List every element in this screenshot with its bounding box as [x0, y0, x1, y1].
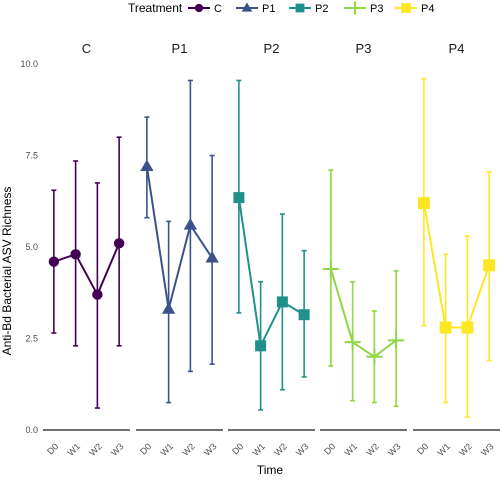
y-tick-label: 5.0: [25, 242, 38, 252]
facet-strip-p1: P1: [172, 41, 188, 56]
data-point-c-d0: [48, 256, 60, 267]
data-point-p1-w3: [205, 250, 219, 263]
y-tick-label: 10.0: [20, 59, 38, 69]
series-line-p3: [329, 268, 397, 358]
legend-marker-p1: [241, 2, 253, 12]
data-point-p2-w3: [298, 309, 310, 321]
legend-item-c: C: [188, 3, 222, 15]
x-tick-label-p3-w2: W2: [364, 441, 381, 458]
data-point-p3-w1: [344, 334, 361, 351]
x-tick-label-p2-w3: W3: [294, 441, 311, 458]
data-point-p2-w2: [276, 296, 288, 308]
legend-marker-p2: [295, 3, 305, 13]
x-tick-label-p4-w3: W3: [479, 441, 496, 458]
facet-panel-p2: P2 D0 W1 W2 W3: [228, 41, 315, 458]
legend: Treatment C P1 P2 P3 P4: [128, 1, 434, 15]
data-point-p2-d0: [233, 192, 245, 204]
series-line-p1: [145, 166, 213, 311]
facet-strip-p3: P3: [356, 41, 372, 56]
x-tick-label-p4-w2: W2: [457, 441, 474, 458]
x-tick-label-p1-w2: W2: [180, 441, 197, 458]
x-tick-label-p4-d0: D0: [415, 441, 430, 456]
data-point-p2-w1: [255, 340, 267, 352]
legend-label-c: C: [214, 3, 222, 15]
x-tick-label-p1-w1: W1: [158, 441, 175, 458]
legend-title: Treatment: [128, 1, 183, 15]
x-tick-label-p1-d0: D0: [138, 441, 153, 456]
series-line-c: [53, 242, 121, 296]
x-tick-label-p2-d0: D0: [230, 441, 245, 456]
facet-panel-p1: P1 D0 W1 W2 W3: [136, 41, 223, 458]
series-line-p4: [422, 202, 491, 329]
facet-strip-p2: P2: [264, 41, 280, 56]
data-point-p4-w3: [483, 259, 496, 272]
legend-item-p3: P3: [344, 1, 383, 15]
x-tick-label-p2-w2: W2: [272, 441, 289, 458]
y-tick-label: 0.0: [25, 425, 38, 435]
data-point-c-w1: [70, 249, 81, 260]
x-tick-label-p3-w3: W3: [386, 441, 403, 458]
facet-strip-c: C: [82, 41, 91, 56]
legend-marker-p4: [401, 3, 411, 13]
x-tick-label-c-w3: W3: [109, 441, 126, 458]
legend-marker-c: [194, 3, 204, 13]
x-tick-label-c-w2: W2: [87, 441, 104, 458]
y-axis-title: Anti-Bd Bacterial ASV Richness: [0, 187, 14, 356]
data-point-p3-w3: [388, 332, 405, 349]
x-tick-label-p3-w1: W1: [342, 441, 359, 458]
data-point-c-w2: [92, 289, 103, 300]
data-point-c-w3: [113, 238, 125, 249]
x-tick-label-p2-w1: W1: [250, 441, 267, 458]
y-tick-label: 7.5: [25, 151, 38, 161]
facet-panel-p4: P4 D0 W1 W2 W3: [413, 41, 500, 458]
data-point-p1-d0: [140, 159, 154, 172]
series-line-p2: [237, 197, 305, 347]
x-tick-label-p3-d0: D0: [322, 441, 337, 456]
data-point-p1-w1: [161, 302, 176, 314]
legend-label-p3: P3: [370, 3, 383, 15]
y-tick-label: 2.5: [25, 334, 38, 344]
x-tick-label-p1-w3: W3: [202, 441, 219, 458]
y-axis: 0.0 2.5 5.0 7.5 10.0: [20, 59, 38, 435]
facet-strip-p4: P4: [449, 41, 465, 56]
data-point-p3-d0: [322, 260, 339, 277]
x-tick-label-c-w1: W1: [65, 441, 82, 458]
data-point-p4-w2: [461, 321, 474, 334]
facet-panel-c: C D0 W1 W2 W3: [43, 41, 130, 458]
data-point-p4-w1: [439, 321, 452, 334]
legend-label-p4: P4: [421, 3, 434, 15]
legend-marker-p3: [348, 1, 362, 15]
data-point-p1-w2: [183, 218, 198, 230]
x-tick-label-c-d0: D0: [45, 441, 60, 456]
data-point-p4-d0: [417, 197, 430, 210]
data-point-p3-w2: [366, 348, 383, 365]
x-tick-label-p4-w1: W1: [435, 441, 452, 458]
legend-item-p4: P4: [395, 3, 434, 15]
facet-panel-p3: P3 D0 W1 W2 W3: [320, 41, 407, 458]
legend-label-p2: P2: [315, 3, 328, 15]
legend-label-p1: P1: [262, 3, 275, 15]
legend-item-p1: P1: [236, 2, 275, 15]
x-axis-title: Time: [257, 463, 284, 477]
legend-item-p2: P2: [289, 3, 328, 15]
